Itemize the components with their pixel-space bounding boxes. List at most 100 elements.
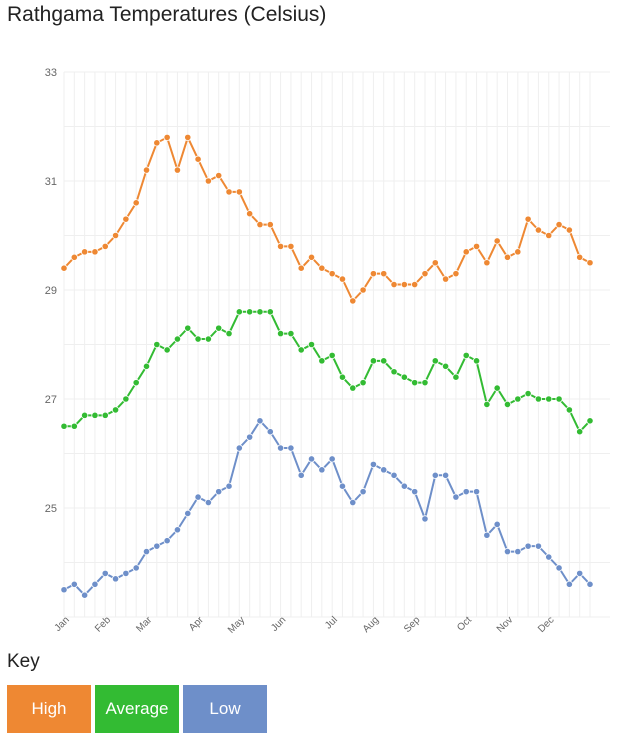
y-axis-tick-labels: 25 27 29 31 33 <box>45 67 57 515</box>
data-point-low <box>442 471 450 479</box>
data-point-high <box>287 242 295 250</box>
data-point-low <box>431 471 439 479</box>
page-title: Rathgama Temperatures (Celsius) <box>7 3 327 26</box>
data-point-low <box>184 509 192 518</box>
data-point-average <box>256 308 264 316</box>
data-point-high <box>225 188 233 196</box>
data-point-low <box>390 471 398 479</box>
series-group <box>60 133 594 599</box>
data-point-average <box>153 340 161 349</box>
y-tick-label: 33 <box>45 67 57 79</box>
data-point-high <box>60 264 68 272</box>
data-point-average <box>545 395 553 403</box>
data-point-average <box>225 329 233 338</box>
data-point-average <box>514 395 522 403</box>
data-point-average <box>338 373 347 381</box>
data-point-low <box>338 482 347 490</box>
data-point-low <box>70 580 78 588</box>
x-tick-label: Aug <box>361 615 381 635</box>
data-point-low <box>411 488 419 496</box>
data-point-average <box>534 395 543 403</box>
data-point-high <box>359 286 367 294</box>
data-point-high <box>163 133 171 141</box>
data-point-high <box>81 248 89 256</box>
data-point-high <box>101 242 109 250</box>
data-point-average <box>369 357 378 365</box>
data-point-high <box>493 237 501 245</box>
data-point-average <box>400 373 408 381</box>
x-tick-label: Jun <box>269 615 288 634</box>
data-point-average <box>246 308 254 316</box>
data-point-high <box>328 270 336 278</box>
data-point-low <box>349 498 357 507</box>
data-point-low <box>287 444 295 452</box>
data-point-high <box>184 133 192 141</box>
data-point-high <box>472 242 481 250</box>
data-point-high <box>246 210 254 218</box>
horizontal-gridlines <box>64 71 610 618</box>
data-point-average <box>493 384 501 392</box>
series-line-high <box>63 134 591 303</box>
data-point-average <box>194 335 202 343</box>
data-point-average <box>287 329 295 338</box>
data-point-high <box>153 139 161 147</box>
data-point-high <box>235 188 243 196</box>
y-tick-label: 25 <box>45 503 57 515</box>
x-tick-label: Dec <box>536 615 556 635</box>
series-line-low <box>63 419 591 597</box>
data-point-average <box>111 406 120 414</box>
data-point-average <box>503 400 512 409</box>
data-point-high <box>256 221 264 229</box>
data-point-average <box>307 340 316 349</box>
legend-item-high[interactable]: High <box>7 685 91 733</box>
data-point-high <box>400 280 408 289</box>
legend-item-low[interactable]: Low <box>183 685 267 733</box>
data-point-high <box>122 215 130 223</box>
data-point-low <box>163 537 171 545</box>
data-point-average <box>431 357 439 365</box>
data-point-low <box>266 428 274 436</box>
data-point-low <box>318 466 326 474</box>
data-point-average <box>91 411 99 419</box>
data-point-low <box>534 542 543 550</box>
data-point-high <box>452 270 460 278</box>
data-point-high <box>483 259 491 267</box>
data-point-low <box>204 498 212 507</box>
data-point-high <box>534 226 543 234</box>
data-point-high <box>70 253 78 261</box>
data-point-low <box>142 547 151 556</box>
data-point-average <box>235 308 243 316</box>
data-point-low <box>215 488 223 496</box>
data-point-low <box>514 547 522 556</box>
data-point-high <box>576 253 584 261</box>
data-point-high <box>555 221 563 229</box>
data-point-high <box>390 280 398 289</box>
data-point-low <box>153 542 161 550</box>
data-point-high <box>215 171 223 180</box>
data-point-average <box>184 324 192 332</box>
data-point-low <box>380 466 388 474</box>
data-point-average <box>101 411 109 419</box>
data-point-high <box>442 275 450 283</box>
data-point-high <box>524 215 532 223</box>
legend-title: Key <box>7 651 40 672</box>
data-point-low <box>225 482 233 490</box>
data-point-low <box>493 520 501 528</box>
data-point-high <box>132 199 140 207</box>
legend-item-average[interactable]: Average <box>95 685 179 733</box>
data-point-high <box>503 253 512 261</box>
x-tick-label: Nov <box>495 615 515 635</box>
data-point-high <box>565 226 573 234</box>
data-point-average <box>297 346 305 354</box>
data-point-low <box>246 433 254 441</box>
data-point-high <box>194 155 202 163</box>
data-point-average <box>483 400 491 409</box>
data-point-low <box>122 569 130 578</box>
data-point-high <box>173 166 182 174</box>
data-point-high <box>276 242 285 250</box>
data-point-average <box>390 368 398 376</box>
data-point-average <box>163 346 171 354</box>
data-point-high <box>545 231 553 240</box>
data-point-average <box>60 422 68 430</box>
data-point-average <box>142 362 151 370</box>
